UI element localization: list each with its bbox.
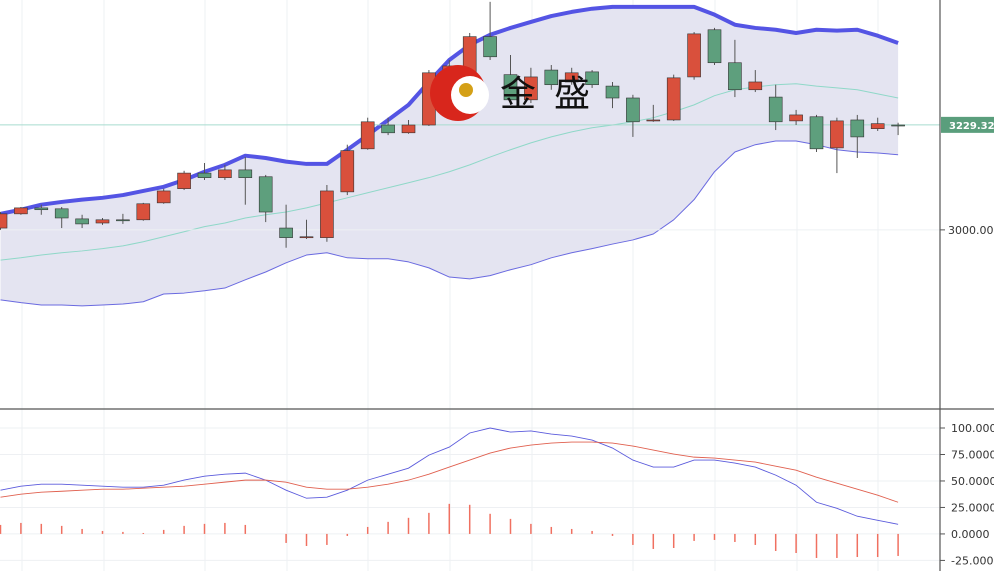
candle-body	[279, 227, 293, 238]
band-lower	[0, 140, 899, 307]
band-upper	[0, 4, 899, 216]
candle-body	[197, 172, 212, 178]
y-tick-label: 50.0000	[951, 475, 994, 488]
main-layer	[0, 1, 905, 248]
last-price-box	[941, 116, 994, 133]
candle-body	[666, 77, 681, 121]
candle-body	[585, 71, 599, 86]
candle-body	[707, 29, 722, 64]
logo-ball	[459, 83, 473, 97]
candle-body	[830, 120, 844, 149]
candle-body	[483, 36, 497, 58]
candle-body	[136, 203, 151, 221]
candle-body	[809, 116, 824, 150]
axis-layer: 3229.320 3000.000 100.0000 75.0000 50.0000 25…	[940, 116, 994, 567]
candle-body	[75, 218, 89, 225]
candle-body	[116, 219, 130, 222]
y-tick-label: -25.0000	[951, 554, 994, 567]
candle-body	[177, 172, 191, 189]
candle-body	[381, 124, 395, 134]
candle-body	[299, 236, 314, 239]
logo: 金盛	[430, 65, 608, 121]
candle-body	[340, 150, 355, 193]
candle-body	[238, 169, 253, 178]
candle-body	[258, 176, 273, 213]
oscillator-line	[0, 427, 899, 525]
y-tick-label: 3000.000	[948, 224, 994, 237]
oscillator-line	[0, 441, 899, 503]
candle-body	[728, 62, 742, 91]
candle-body	[768, 96, 783, 123]
logo-text: 金盛	[500, 74, 608, 115]
candle-body	[320, 190, 334, 238]
candle-body	[14, 207, 28, 215]
y-tick-label: 75.0000	[951, 448, 994, 461]
candle-body	[626, 97, 640, 123]
candle-body	[156, 190, 171, 204]
y-tick-label: 25.0000	[951, 501, 994, 514]
candle-body	[524, 76, 538, 101]
candle-body	[687, 33, 701, 78]
candle-body	[646, 119, 661, 122]
candle-body	[891, 124, 905, 127]
candle-body	[544, 69, 559, 86]
candle-body	[850, 119, 865, 138]
candle-body	[503, 74, 518, 101]
oscillator-layer	[0, 427, 940, 561]
candle-body	[34, 207, 49, 211]
candle-body	[0, 213, 8, 229]
candle-body	[748, 81, 763, 91]
y-tick-label: 0.0000	[951, 528, 990, 541]
candle-body	[789, 114, 803, 122]
candle-body	[870, 123, 885, 129]
band-area	[0, 6, 899, 306]
candle-body	[54, 208, 69, 219]
candle-body	[564, 72, 579, 83]
y-tick-label: 100.0000	[951, 422, 994, 435]
candle-body	[605, 85, 620, 99]
candle-body	[218, 169, 232, 178]
candle-body	[401, 124, 416, 134]
candle-body	[95, 219, 110, 224]
candle-body	[360, 121, 375, 150]
last-price-label: 3229.320	[949, 121, 994, 132]
